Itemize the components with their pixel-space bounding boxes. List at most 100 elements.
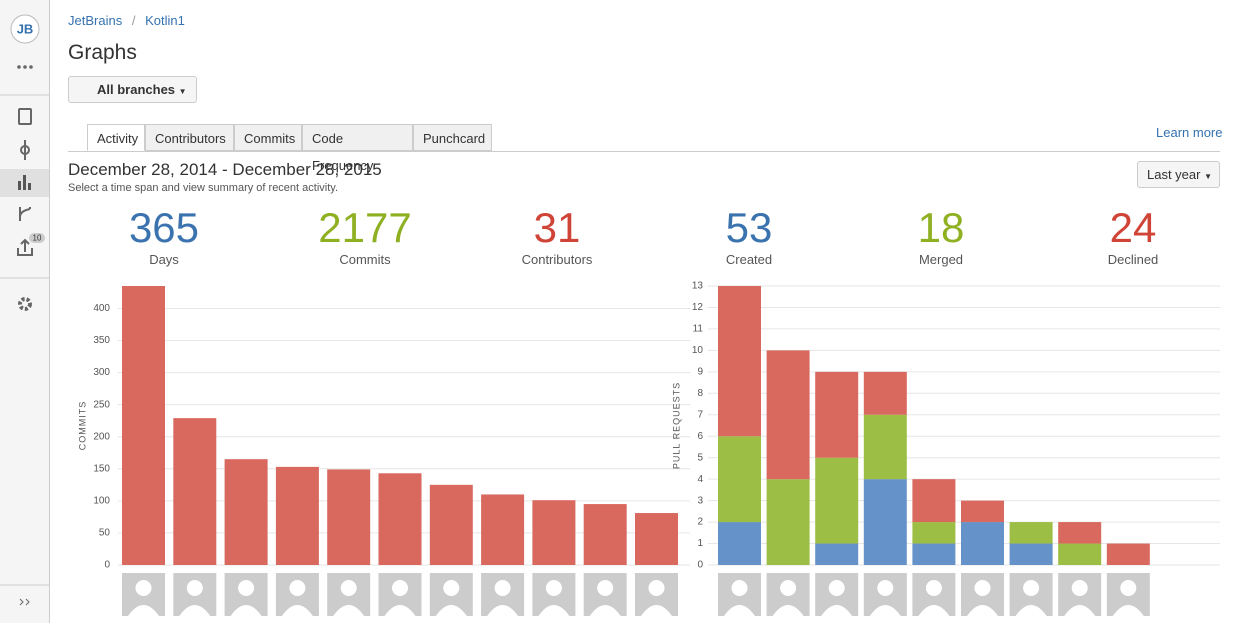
avatar-head: [289, 580, 306, 596]
tab[interactable]: Contributors: [145, 124, 234, 151]
y-tick-label: 1: [697, 538, 703, 549]
page-title: Graphs: [68, 41, 137, 64]
bar: [378, 473, 422, 565]
avatar-body: [821, 605, 853, 616]
avatar-body: [538, 605, 570, 616]
avatar-body: [641, 605, 672, 616]
avatar-head: [443, 580, 460, 596]
period-label: Last year: [1147, 167, 1201, 182]
stat: 53 Created: [649, 204, 849, 267]
bar-segment: [718, 286, 761, 437]
y-tick-label: 0: [104, 560, 110, 571]
tab[interactable]: Activity: [87, 124, 145, 151]
avatar-head: [392, 580, 408, 596]
avatar-head: [828, 580, 845, 596]
bar-segment: [912, 522, 956, 544]
bar: [635, 513, 678, 565]
y-tick-label: 11: [693, 324, 704, 335]
stat-value: 2177: [318, 204, 412, 251]
bar-segment: [912, 479, 956, 523]
y-tick-label: 50: [99, 528, 111, 539]
avatar-head: [648, 580, 665, 596]
bar-segment: [1009, 543, 1053, 565]
y-tick-label: 350: [93, 335, 110, 346]
crumb[interactable]: Kotlin1: [145, 13, 185, 28]
avatar-body: [1064, 605, 1096, 616]
bar-segment: [766, 479, 810, 565]
branch-button[interactable]: All branches ▼: [68, 76, 197, 103]
avatar-head: [1120, 580, 1137, 596]
avatar-head: [974, 580, 991, 596]
tab[interactable]: Punchcard: [413, 124, 492, 151]
avatar-body: [589, 605, 621, 616]
bar-segment: [961, 522, 1004, 565]
stat-label: Merged: [918, 252, 964, 267]
avatar-body: [384, 605, 416, 616]
learn-more[interactable]: Learn more: [1156, 125, 1223, 140]
y-tick-label: 10: [692, 345, 704, 356]
y-axis-label: PULL REQUESTS: [671, 382, 681, 469]
y-tick-label: 5: [697, 452, 703, 463]
stat: 18 Merged: [841, 204, 1041, 267]
sidebar: JB 10: [0, 0, 50, 623]
badge: 10: [33, 234, 42, 243]
avatar-head: [1023, 580, 1040, 596]
avatar-body: [281, 605, 313, 616]
bar: [532, 500, 576, 565]
pr-icon[interactable]: [17, 238, 33, 256]
breadcrumb: JetBrains / Kotlin1: [68, 13, 185, 28]
stat-label: Created: [725, 252, 773, 267]
tab-rule: [68, 151, 1220, 152]
bar-segment: [718, 522, 761, 565]
source-icon[interactable]: [18, 108, 32, 125]
y-tick-label: 7: [697, 409, 703, 420]
y-tick-label: 0: [697, 560, 703, 571]
avatar-body: [128, 605, 159, 616]
y-tick-label: 6: [697, 431, 703, 442]
stat: 2177 Commits: [265, 204, 465, 267]
stat-label: Commits: [339, 252, 391, 267]
avatar-body: [1015, 605, 1047, 616]
bar-segment: [961, 500, 1004, 523]
avatar-head: [877, 580, 894, 596]
branches-icon[interactable]: [19, 207, 31, 221]
bar: [327, 469, 371, 565]
avatar-head: [340, 580, 357, 596]
stat-value: 24: [1109, 204, 1157, 251]
y-tick-label: 9: [697, 366, 703, 377]
avatar-body: [1112, 605, 1144, 616]
crumb[interactable]: JetBrains: [68, 13, 123, 28]
bar-segment: [815, 371, 859, 458]
y-tick-label: 100: [93, 496, 110, 507]
bar: [481, 494, 525, 565]
stat-value: 31: [533, 204, 581, 251]
avatar-body: [179, 605, 211, 616]
avatar-head: [780, 580, 797, 596]
logo-circle[interactable]: [10, 14, 40, 44]
stat-label: Declined: [1107, 252, 1159, 267]
avatar-head: [925, 580, 942, 596]
settings-icon[interactable]: [18, 297, 32, 311]
period-button[interactable]: Last year ▼: [1137, 161, 1220, 188]
bar: [122, 286, 165, 565]
avatar-body: [869, 605, 901, 616]
bar: [583, 504, 627, 565]
avatar-body: [487, 605, 519, 616]
tab[interactable]: Commits: [234, 124, 302, 151]
sidebar-icons: JB 10: [0, 14, 49, 606]
avatar-body: [918, 605, 950, 616]
avatar-head: [545, 580, 562, 596]
y-tick-label: 3: [697, 495, 703, 506]
avatar-body: [772, 605, 804, 616]
avatar-head: [186, 580, 203, 596]
expand-icon[interactable]: [19, 598, 30, 606]
y-tick-label: 300: [93, 367, 110, 378]
bar-segment: [1009, 522, 1053, 544]
y-tick-label: 400: [93, 303, 110, 314]
tab[interactable]: Code Frequency: [302, 124, 413, 173]
bar-segment: [863, 479, 907, 565]
bar-segment: [1058, 522, 1102, 544]
bar-segment: [815, 457, 859, 544]
